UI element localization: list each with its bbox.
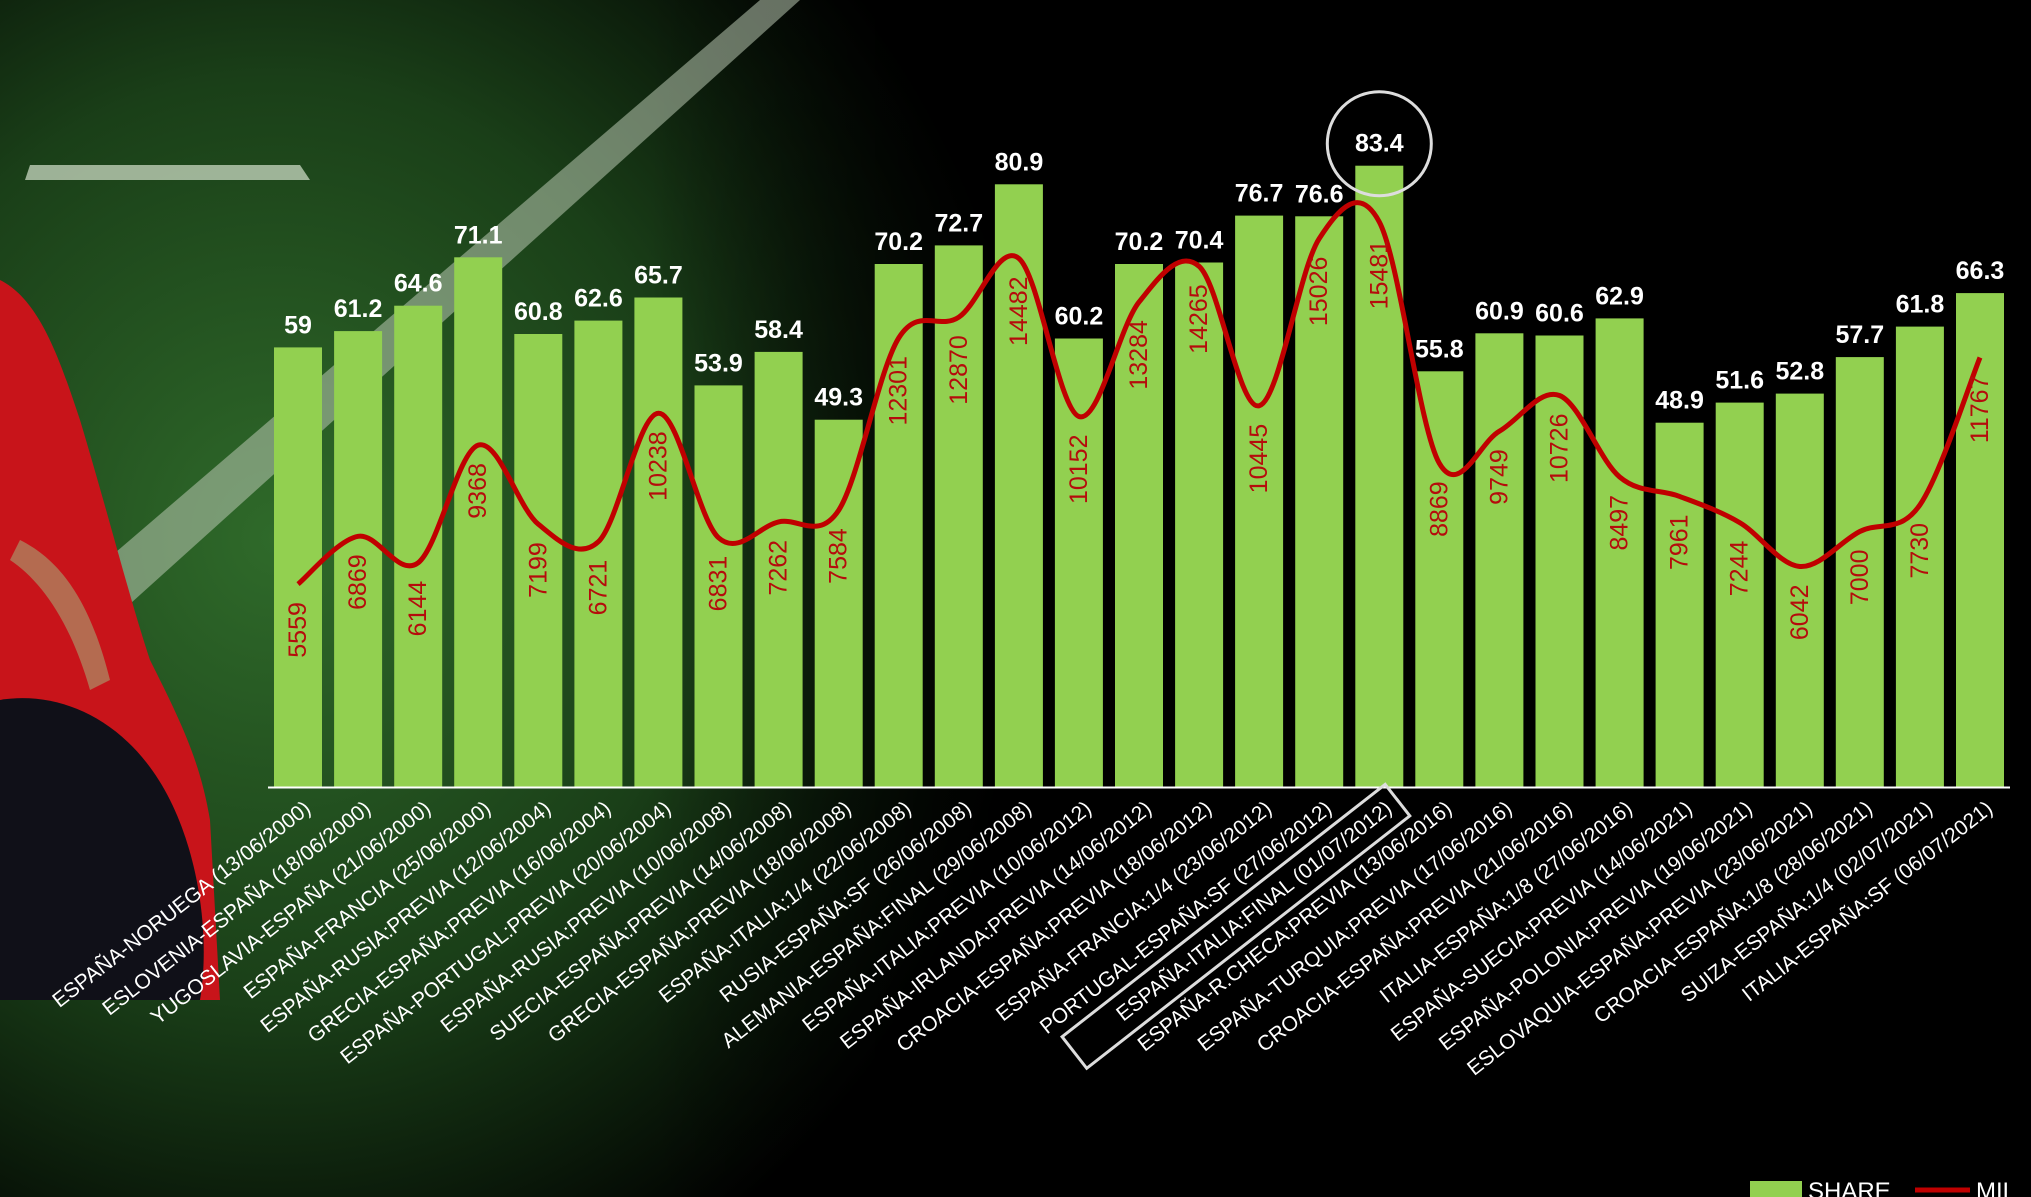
share-value-label: 57.7 <box>1835 321 1884 349</box>
share-value-label: 60.6 <box>1535 300 1584 328</box>
share-value-label: 61.8 <box>1896 291 1945 319</box>
viewers-value-label: 7199 <box>524 542 552 598</box>
share-bar <box>1835 357 1884 787</box>
share-value-label: 60.8 <box>514 298 563 326</box>
share-bar <box>1595 318 1644 787</box>
max-share-highlight-circle <box>1325 90 1433 198</box>
share-value-label: 64.6 <box>394 270 443 298</box>
viewers-value-label: 15481 <box>1365 240 1393 310</box>
viewers-value-label: 6144 <box>404 581 432 637</box>
viewers-value-label: 7244 <box>1726 541 1754 597</box>
viewers-value-label: 14482 <box>1005 276 1033 346</box>
viewers-value-label: 7000 <box>1846 550 1874 606</box>
share-value-label: 65.7 <box>634 262 683 290</box>
share-bar <box>1235 215 1284 788</box>
share-value-label: 80.9 <box>995 148 1044 176</box>
share-bar <box>1175 262 1224 787</box>
share-bar <box>454 257 503 787</box>
viewers-value-label: 14265 <box>1185 284 1213 354</box>
viewers-value-label: 12870 <box>945 335 973 405</box>
share-value-label: 72.7 <box>934 209 983 237</box>
share-value-label: 70.2 <box>1115 228 1164 256</box>
share-value-label: 61.2 <box>334 295 383 323</box>
share-value-label: 66.3 <box>1956 257 2005 285</box>
share-value-label: 70.4 <box>1175 227 1224 255</box>
share-bar <box>334 331 383 787</box>
share-bar <box>1956 293 2004 787</box>
share-bar <box>1655 422 1704 787</box>
share-bar <box>514 334 563 787</box>
share-value-label: 59 <box>284 311 312 339</box>
legend: SHARE MIL <box>1750 1178 2016 1197</box>
share-bar <box>1415 371 1464 787</box>
viewers-value-label: 9749 <box>1485 449 1513 505</box>
share-value-label: 53.9 <box>694 349 743 377</box>
player-figure <box>0 280 220 1000</box>
share-value-label: 76.6 <box>1295 180 1344 208</box>
share-bar <box>1115 264 1163 787</box>
share-bar <box>934 245 983 787</box>
share-value-label: 60.9 <box>1475 297 1524 325</box>
share-value-label: 83.4 <box>1355 130 1404 158</box>
viewers-value-label: 7584 <box>825 528 853 584</box>
share-bar <box>1475 333 1524 787</box>
share-value-label: 58.4 <box>754 316 803 344</box>
share-value-label: 55.8 <box>1415 335 1464 363</box>
viewers-value-label: 8869 <box>1425 481 1453 537</box>
share-bar <box>394 305 443 787</box>
share-bar <box>1895 326 1944 787</box>
viewers-line-path <box>296 200 1983 587</box>
share-bar <box>1535 335 1584 787</box>
share-bar <box>1775 393 1824 787</box>
share-bar <box>754 351 803 787</box>
share-value-label: 49.3 <box>814 384 863 412</box>
viewers-value-label: 10445 <box>1245 424 1273 494</box>
max-share-highlight-box <box>1059 782 1412 1071</box>
share-value-label: 62.6 <box>574 285 623 313</box>
viewers-line <box>296 200 1983 587</box>
viewers-value-label: 7730 <box>1906 523 1934 579</box>
viewers-value-label: 7262 <box>765 540 793 596</box>
share-value-label: 51.6 <box>1715 367 1764 395</box>
viewers-value-label: 11767 <box>1966 376 1994 444</box>
bars <box>274 165 2004 788</box>
data-labels: 59 61.2 64.6 71.1 60.8 62.6 65.7 53.9 58.4 49.3 70… <box>284 130 2004 658</box>
share-bar <box>1715 402 1764 787</box>
viewers-value-label: 10238 <box>644 431 672 501</box>
viewers-value-label: 8497 <box>1606 495 1634 551</box>
viewers-value-label: 9368 <box>464 463 492 519</box>
viewers-value-label: 10726 <box>1546 414 1574 484</box>
share-value-label: 48.9 <box>1655 387 1704 415</box>
share-value-label: 71.1 <box>454 221 503 249</box>
share-value-label: 52.8 <box>1775 358 1824 386</box>
share-bar <box>814 419 863 787</box>
share-value-label: 70.2 <box>874 228 923 256</box>
share-bar <box>1054 338 1103 787</box>
viewers-value-label: 6869 <box>344 554 372 610</box>
highlight-annotations <box>1059 90 1433 1071</box>
share-bar <box>694 385 743 787</box>
viewers-value-label: 10152 <box>1065 435 1093 505</box>
share-bar <box>994 184 1043 788</box>
viewers-value-label: 6721 <box>584 560 612 616</box>
viewers-value-label: 13284 <box>1125 320 1153 390</box>
share-bar <box>1295 216 1344 788</box>
viewers-value-label: 6042 <box>1786 585 1814 641</box>
viewers-value-label: 15026 <box>1305 257 1333 327</box>
legend-mil-label: MIL <box>1976 1178 2016 1197</box>
share-value-label: 60.2 <box>1055 303 1104 331</box>
share-value-label: 62.9 <box>1595 282 1644 310</box>
viewers-value-label: 5559 <box>284 602 312 658</box>
viewers-value-label: 6831 <box>705 556 733 612</box>
share-value-label: 76.7 <box>1235 180 1284 208</box>
viewers-value-label: 12301 <box>885 356 913 426</box>
share-bar <box>574 320 623 787</box>
share-bar <box>634 297 683 787</box>
share-bar <box>874 264 923 787</box>
viewers-value-label: 7961 <box>1666 514 1694 570</box>
legend-share-label: SHARE <box>1808 1178 1891 1197</box>
legend-share-swatch <box>1750 1181 1802 1197</box>
